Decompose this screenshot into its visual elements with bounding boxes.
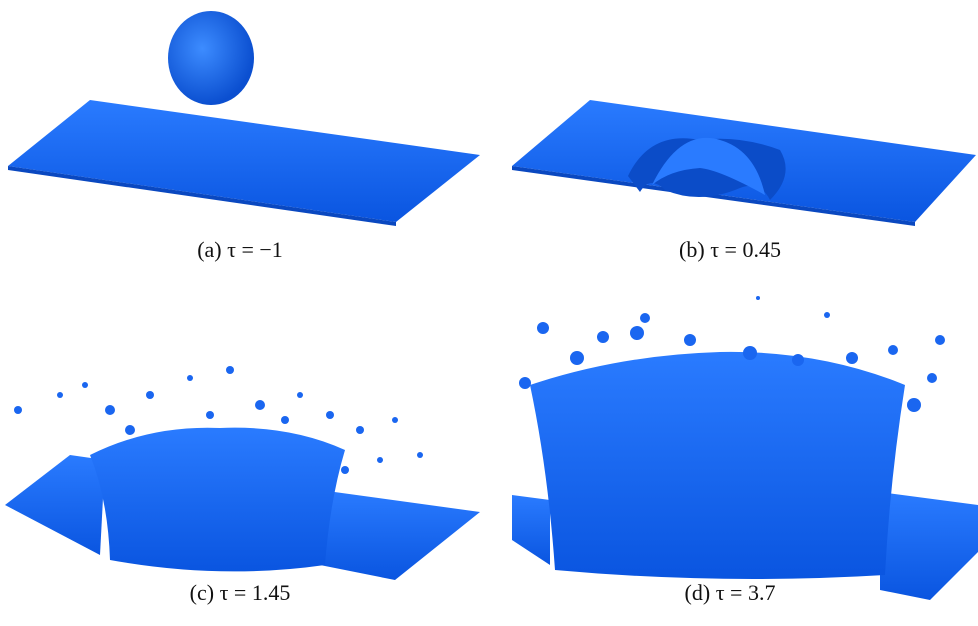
droplet	[168, 11, 254, 105]
pool-left	[5, 455, 105, 555]
panel-d: (d) τ = 3.7	[512, 296, 978, 605]
splash-crown	[530, 352, 905, 579]
pool-right	[320, 490, 480, 580]
caption: (a) τ = −1	[197, 237, 283, 262]
caption: (d) τ = 3.7	[685, 580, 776, 605]
panel-c: (c) τ = 1.45	[5, 366, 480, 605]
panel-b: (b) τ = 0.45	[512, 100, 976, 262]
figure: (a) τ = −1 (b) τ = 0.45 (c) τ = 1.45	[0, 0, 978, 626]
caption: (b) τ = 0.45	[679, 237, 781, 262]
splash-crown	[90, 428, 345, 572]
pool-right	[880, 492, 978, 600]
pool-left	[512, 495, 550, 565]
panel-a: (a) τ = −1	[8, 11, 480, 262]
caption: (c) τ = 1.45	[190, 580, 291, 605]
